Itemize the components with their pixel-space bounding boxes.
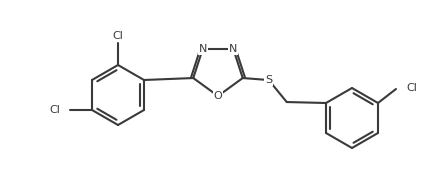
Text: S: S	[265, 75, 272, 85]
Text: Cl: Cl	[405, 83, 416, 93]
Text: Cl: Cl	[112, 31, 123, 41]
Text: N: N	[229, 44, 237, 54]
Text: O: O	[213, 91, 222, 101]
Text: Cl: Cl	[49, 105, 60, 115]
Text: N: N	[198, 44, 207, 54]
